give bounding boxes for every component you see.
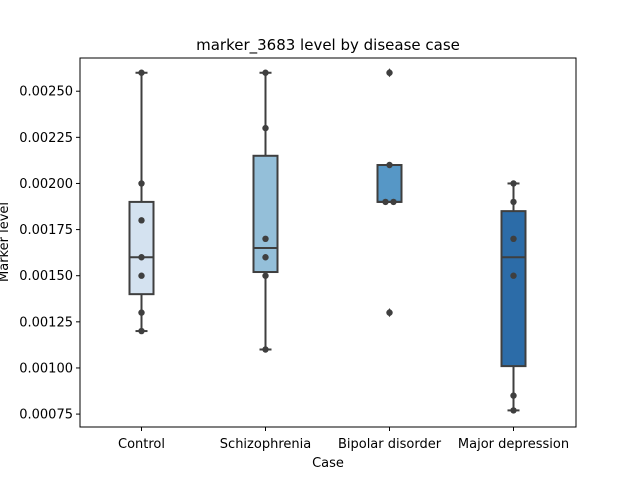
data-point [262,235,269,243]
x-axis-label: Case [312,456,344,471]
box-iqr [252,154,279,274]
y-tick-label: 0.00250 [19,85,73,100]
data-point [262,69,269,76]
x-tick-label: Major depression [458,437,569,452]
data-point [138,327,145,335]
y-axis-label: Marker level [0,202,12,282]
x-axis: Control Schizophrenia Bipolar disorder Majo… [118,427,569,452]
data-point [386,309,393,316]
data-point [510,198,517,206]
data-point [390,198,397,206]
data-point [138,180,145,187]
data-point [262,254,269,261]
data-point [262,346,269,353]
data-point [138,254,145,261]
data-point [138,272,145,279]
chart-title: marker_3683 level by disease case [196,36,460,55]
y-tick-label: 0.00225 [19,131,73,146]
box-group [252,71,279,351]
data-point [262,124,269,132]
y-tick-label: 0.00125 [19,315,73,330]
box-iqr [376,164,403,203]
data-point [138,69,145,76]
x-tick-label: Control [118,437,165,452]
data-point [386,161,393,169]
box-iqr [128,200,155,296]
y-tick-label: 0.00075 [19,408,73,423]
data-point [382,198,389,206]
data-point [386,69,393,76]
x-tick-label: Schizophrenia [220,437,311,452]
data-point [510,407,517,414]
y-tick-label: 0.00200 [19,177,73,192]
data-point [510,235,517,243]
data-point [510,272,517,279]
data-point [510,392,517,399]
y-tick-label: 0.00100 [19,361,73,376]
y-tick-label: 0.00150 [19,269,73,284]
data-point [138,217,145,224]
plot-frame [79,57,577,428]
y-tick-label: 0.00175 [19,223,73,238]
data-point [510,180,517,187]
box-iqr [500,210,527,368]
x-tick-label: Bipolar disorder [338,437,442,452]
points-layer [138,69,517,414]
data-point [138,309,145,316]
y-axis: 0.00075 0.00100 0.00125 0.00150 0.00175 0.002… [19,85,80,423]
data-point [262,272,269,279]
